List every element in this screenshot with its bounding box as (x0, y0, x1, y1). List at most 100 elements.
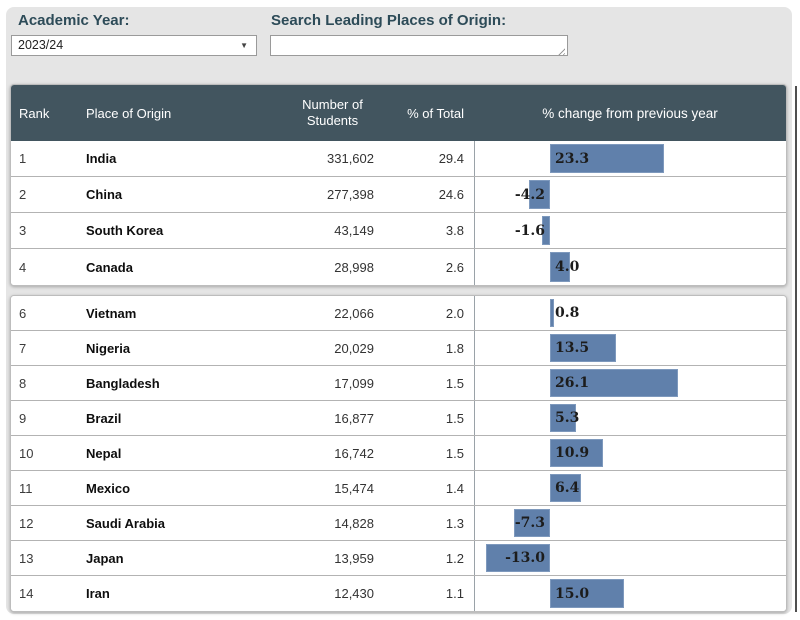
row-place: Nigeria (86, 340, 131, 356)
change-bar[interactable] (542, 216, 550, 245)
bar-label: 5.3 (555, 410, 580, 426)
table-row[interactable]: 11 Mexico 15,474 1.4 6.4 (11, 471, 786, 506)
row-rank: 9 (19, 410, 27, 426)
bar-label: 13.5 (555, 340, 590, 356)
row-students: 15,474 (334, 480, 374, 496)
row-students: 17,099 (334, 375, 374, 391)
row-rank: 8 (19, 375, 27, 391)
row-pct-total: 3.8 (445, 223, 464, 238)
academic-year-label: Academic Year: (18, 12, 130, 29)
row-pct-total: 1.5 (445, 375, 464, 391)
table-row[interactable]: 8 Bangladesh 17,099 1.5 26.1 (11, 366, 786, 401)
bar-cell: 13.5 (474, 331, 786, 365)
change-bar[interactable] (486, 544, 550, 572)
dropdown-caret-icon: ▼ (240, 41, 248, 50)
row-students: 277,398 (327, 187, 374, 202)
row-place: Bangladesh (86, 375, 160, 391)
row-rank: 4 (19, 259, 27, 275)
bar-cell: 5.3 (474, 401, 786, 435)
bar-label: 26.1 (555, 375, 590, 391)
row-place: China (86, 187, 123, 202)
row-students: 16,742 (334, 445, 374, 461)
row-place: Japan (86, 550, 124, 566)
search-input[interactable] (270, 35, 568, 56)
change-bar[interactable] (550, 334, 617, 362)
search-label: Search Leading Places of Origin: (271, 12, 507, 29)
bar-cell: 6.4 (474, 471, 786, 505)
bar-cell: 15.0 (474, 576, 786, 611)
change-bar[interactable] (550, 299, 554, 327)
table-row[interactable]: 6 Vietnam 22,066 2.0 0.8 (11, 296, 786, 331)
bar-cell: 4.0 (474, 249, 786, 285)
bar-label: -1.6 (514, 222, 545, 239)
column-header-place: Place of Origin (86, 105, 172, 121)
row-place: Vietnam (86, 305, 137, 321)
table-row[interactable]: 9 Brazil 16,877 1.5 5.3 (11, 401, 786, 436)
bar-cell: -4.2 (474, 177, 786, 212)
row-pct-total: 1.5 (445, 410, 464, 426)
table-body-top: 1 India 331,602 29.4 23.3 2 China 277,398 24.6 -4… (11, 141, 786, 285)
row-students: 22,066 (334, 305, 374, 321)
bar-cell: 10.9 (474, 436, 786, 470)
table-block-bottom: 6 Vietnam 22,066 2.0 0.8 7 Nigeria 20,029 1.8 13.… (10, 295, 787, 612)
academic-year-value: 2023/24 (18, 38, 64, 52)
table-row[interactable]: 1 India 331,602 29.4 23.3 (11, 141, 786, 177)
row-students: 13,959 (334, 550, 374, 566)
table-row[interactable]: 12 Saudi Arabia 14,828 1.3 -7.3 (11, 506, 786, 541)
bar-cell: 0.8 (474, 296, 786, 330)
change-bar[interactable] (550, 369, 678, 397)
row-pct-total: 24.6 (438, 187, 464, 202)
row-students: 20,029 (334, 340, 374, 356)
bar-label: 15.0 (555, 585, 590, 602)
change-bar[interactable] (550, 474, 582, 502)
table-row[interactable]: 14 Iran 12,430 1.1 15.0 (11, 576, 786, 611)
row-rank: 1 (19, 151, 27, 166)
row-rank: 14 (19, 586, 34, 601)
row-students: 43,149 (334, 223, 374, 238)
table-row[interactable]: 10 Nepal 16,742 1.5 10.9 (11, 436, 786, 471)
row-rank: 6 (19, 305, 27, 321)
bar-cell: -13.0 (474, 541, 786, 575)
row-place: Brazil (86, 410, 122, 426)
table-block-top: Rank Place of Origin Number of Students … (10, 84, 787, 286)
change-bar[interactable] (550, 252, 570, 282)
row-place: Canada (86, 259, 133, 275)
row-rank: 13 (19, 550, 34, 566)
change-bar[interactable] (514, 509, 550, 537)
academic-year-select[interactable]: 2023/24 ▼ (11, 35, 257, 56)
table-row[interactable]: 13 Japan 13,959 1.2 -13.0 (11, 541, 786, 576)
column-header-rank: Rank (19, 105, 50, 121)
change-bar[interactable] (550, 579, 624, 608)
change-bar[interactable] (550, 144, 665, 173)
resize-handle-icon[interactable] (556, 46, 565, 55)
row-place: Saudi Arabia (86, 515, 165, 531)
row-place: India (86, 151, 117, 166)
row-pct-total: 2.6 (445, 259, 464, 275)
row-students: 331,602 (327, 151, 374, 166)
row-rank: 3 (19, 223, 27, 238)
table-header: Rank Place of Origin Number of Students … (11, 85, 786, 141)
row-students: 12,430 (334, 586, 374, 601)
row-place: Nepal (86, 445, 122, 461)
change-bar[interactable] (529, 180, 550, 209)
row-pct-total: 1.2 (445, 550, 464, 566)
table-row[interactable]: 7 Nigeria 20,029 1.8 13.5 (11, 331, 786, 366)
column-header-pct-total: % of Total (407, 105, 464, 121)
table-row[interactable]: 2 China 277,398 24.6 -4.2 (11, 177, 786, 213)
bar-label: -13.0 (505, 550, 545, 566)
bar-cell: -7.3 (474, 506, 786, 540)
row-place: Iran (86, 586, 110, 601)
bar-label: -7.3 (514, 515, 545, 531)
row-pct-total: 1.4 (445, 480, 464, 496)
right-edge-line (795, 86, 797, 612)
change-bar[interactable] (550, 439, 604, 467)
row-pct-total: 1.3 (445, 515, 464, 531)
row-rank: 10 (19, 445, 34, 461)
row-rank: 12 (19, 515, 34, 531)
change-bar[interactable] (550, 404, 576, 432)
table-body-bottom: 6 Vietnam 22,066 2.0 0.8 7 Nigeria 20,029 1.8 13.… (11, 296, 786, 611)
table-row[interactable]: 4 Canada 28,998 2.6 4.0 (11, 249, 786, 285)
row-students: 16,877 (334, 410, 374, 426)
table-row[interactable]: 3 South Korea 43,149 3.8 -1.6 (11, 213, 786, 249)
